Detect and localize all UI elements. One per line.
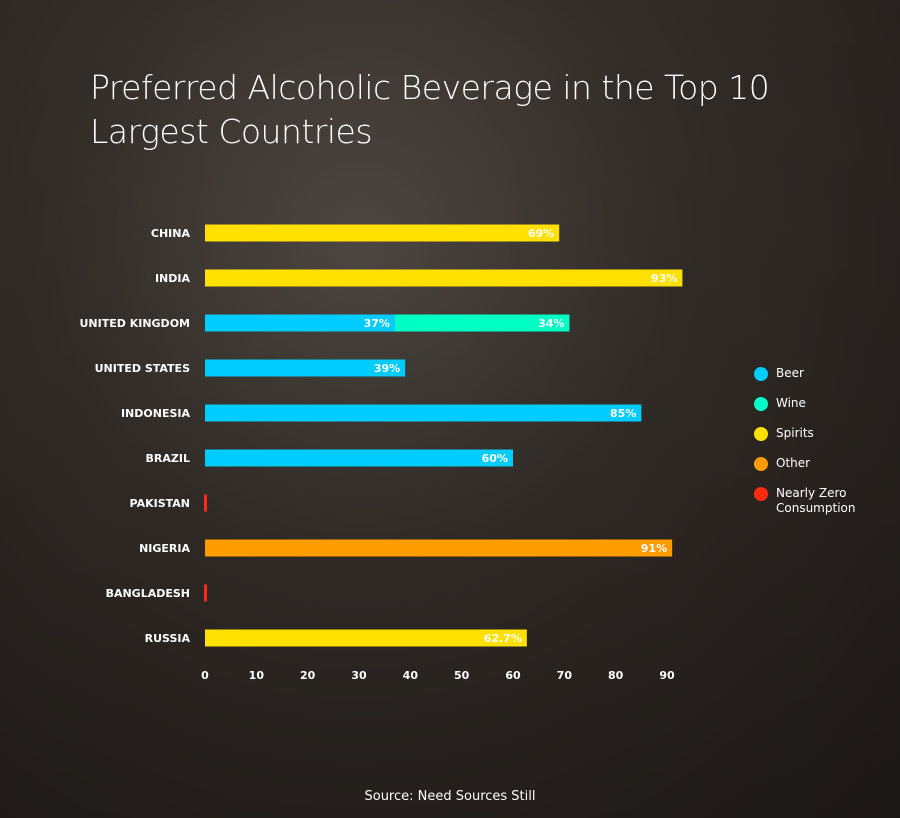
legend-label: Wine xyxy=(776,396,806,410)
x-tick-label: 70 xyxy=(557,669,573,682)
data-label: 37% xyxy=(364,317,390,330)
bar-segment-spirits xyxy=(205,269,683,287)
data-label: 91% xyxy=(641,542,667,555)
x-tick-label: 90 xyxy=(659,669,675,682)
x-tick-label: 60 xyxy=(505,669,521,682)
legend-item: Spirits xyxy=(754,426,886,456)
legend-item: Other xyxy=(754,456,886,486)
category-label: RUSSIA xyxy=(145,632,191,645)
legend-item: Wine xyxy=(754,396,886,426)
bar-near-zero xyxy=(204,584,207,602)
x-tick-label: 10 xyxy=(249,669,265,682)
chart-title: Preferred Alcoholic Beverage in the Top … xyxy=(90,68,770,151)
bar-near-zero xyxy=(204,494,207,512)
category-label: INDONESIA xyxy=(121,407,191,420)
data-label: 34% xyxy=(538,317,564,330)
x-tick-label: 40 xyxy=(403,669,419,682)
bar-segment-beer xyxy=(205,314,395,332)
category-label: UNITED STATES xyxy=(95,362,190,375)
category-label: BANGLADESH xyxy=(106,587,190,600)
bar-segment-beer xyxy=(205,404,642,422)
x-tick-label: 80 xyxy=(608,669,624,682)
legend-item: Beer xyxy=(754,366,886,396)
x-tick-label: 50 xyxy=(454,669,470,682)
legend-swatch xyxy=(754,427,768,441)
category-label: UNITED KINGDOM xyxy=(80,317,191,330)
bar-segment-other xyxy=(205,539,673,557)
legend-item: Nearly Zero Consumption xyxy=(754,486,886,516)
data-label: 60% xyxy=(482,452,508,465)
category-label: PAKISTAN xyxy=(130,497,190,510)
legend-swatch xyxy=(754,457,768,471)
category-label: NIGERIA xyxy=(139,542,190,555)
bar-segment-beer xyxy=(205,449,513,467)
data-label: 85% xyxy=(610,407,636,420)
bar-segment-wine xyxy=(394,314,570,332)
legend-swatch xyxy=(754,487,768,501)
source-note: Source: Need Sources Still xyxy=(364,789,536,804)
bar-segment-spirits xyxy=(205,629,527,647)
legend-swatch xyxy=(754,397,768,411)
data-label: 39% xyxy=(374,362,400,375)
legend-label: Spirits xyxy=(776,426,814,440)
data-label: 62.7% xyxy=(484,632,522,645)
category-label: BRAZIL xyxy=(146,452,190,465)
x-tick-label: 0 xyxy=(201,669,209,682)
category-label: INDIA xyxy=(155,272,191,285)
bar-segment-spirits xyxy=(205,224,560,242)
bar-segment-beer xyxy=(205,359,406,377)
legend: Beer Wine Spirits Other Nearly Zero Consumpt… xyxy=(754,366,886,516)
x-tick-label: 20 xyxy=(300,669,316,682)
legend-label: Other xyxy=(776,456,811,470)
data-label: 93% xyxy=(651,272,677,285)
legend-label: Nearly Zero Consumption xyxy=(776,486,856,515)
category-label: CHINA xyxy=(151,227,191,240)
data-label: 69% xyxy=(528,227,554,240)
legend-swatch xyxy=(754,367,768,381)
x-tick-label: 30 xyxy=(351,669,367,682)
legend-label: Beer xyxy=(776,366,804,380)
